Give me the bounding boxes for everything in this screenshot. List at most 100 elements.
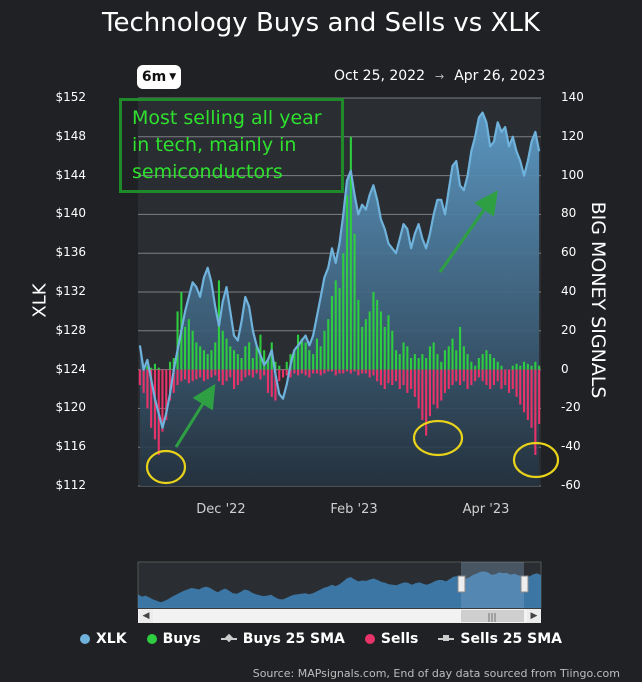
y-right-tick: 60 (561, 245, 577, 260)
sell-bar (259, 369, 262, 380)
sell-bar (477, 369, 480, 378)
sell-bar (504, 369, 507, 386)
date-to[interactable]: Apr 26, 2023 (454, 68, 546, 84)
sell-bar (530, 369, 533, 428)
sell-bar (304, 369, 307, 376)
sell-bar (481, 369, 484, 382)
sell-bar (297, 369, 300, 376)
navigator-window (461, 562, 524, 608)
buy-bar (530, 365, 533, 370)
sell-bar (169, 369, 172, 401)
buy-bar (406, 346, 409, 370)
sell-bar (150, 369, 153, 428)
annotation-line: Most selling all year (132, 107, 322, 129)
buy-bar (372, 292, 375, 370)
buy-bar (511, 365, 514, 370)
buy-bar (300, 338, 303, 370)
sell-bar (410, 369, 413, 389)
legend-item-sells-sma[interactable]: Sells 25 SMA (438, 631, 562, 647)
y-left-tick: $112 (55, 478, 86, 492)
sell-bar (361, 369, 364, 374)
buy-bar (202, 350, 205, 370)
legend-item-sells[interactable]: Sells (364, 631, 419, 647)
sell-bar (402, 369, 405, 386)
buy-bar (413, 354, 416, 370)
sell-bar (285, 369, 288, 376)
source-note: Source: MAPsignals.com, End of day data … (252, 667, 620, 680)
scroll-right-button[interactable]: ▶ (527, 609, 541, 623)
sell-bar (338, 369, 341, 374)
sell-bar (372, 369, 375, 376)
sell-bar (221, 369, 224, 386)
buy-bar (428, 346, 431, 370)
buy-bar (440, 361, 443, 370)
buy-bar (523, 361, 526, 370)
date-from[interactable]: Oct 25, 2022 (334, 68, 425, 84)
sell-bar (278, 369, 281, 382)
y-left-tick: $120 (55, 400, 86, 415)
y-axis-right-label: BIG MONEY SIGNALS (587, 201, 609, 399)
buy-bar (500, 365, 503, 370)
range-navigator[interactable]: ||| (137, 561, 542, 623)
sell-bar (282, 369, 285, 378)
buy-bar (342, 253, 345, 370)
legend-label: Sells (380, 631, 419, 647)
buy-bar (474, 365, 477, 370)
scrollbar-track (138, 609, 541, 623)
y-left-tick: $136 (55, 245, 86, 260)
buy-bar (353, 233, 356, 370)
buy-bar (319, 346, 322, 370)
line-diamond-icon (220, 638, 237, 640)
sell-bar (462, 369, 465, 382)
scroll-left-button[interactable]: ◀ (139, 609, 153, 623)
y-right-tick: 40 (561, 284, 577, 298)
sell-bar (217, 369, 220, 382)
sell-bar (195, 369, 198, 380)
buy-bar (285, 361, 288, 370)
y-left-tick: $132 (55, 284, 86, 298)
scrollbar-thumb (461, 610, 524, 622)
buy-bar (534, 361, 537, 370)
sell-bar (526, 369, 529, 420)
buy-bar (221, 330, 224, 370)
arrow-right-icon: → (435, 70, 445, 83)
legend-label: XLK (96, 631, 127, 647)
sell-bar (184, 369, 187, 380)
legend-item-buys[interactable]: Buys (146, 631, 201, 647)
buy-bar (195, 342, 198, 370)
sell-bar (214, 369, 217, 376)
buy-bar (255, 346, 258, 370)
buy-bar (398, 354, 401, 370)
buy-bar (169, 361, 172, 370)
sell-bar (225, 369, 228, 382)
buy-bar (323, 330, 326, 370)
buy-bar (274, 361, 277, 370)
y-left-tick: $148 (55, 128, 86, 143)
y-right-tick: 100 (561, 167, 584, 182)
buy-bar (153, 363, 156, 370)
sell-bar (240, 369, 243, 382)
sell-bar (289, 369, 292, 378)
buy-bar (451, 338, 454, 370)
legend-item-buys-sma[interactable]: Buys 25 SMA (220, 631, 345, 647)
buy-bar (519, 365, 522, 370)
buy-bar (236, 354, 239, 370)
buy-bar (338, 288, 341, 370)
chart-title: Technology Buys and Sells vs XLK (102, 8, 540, 38)
highlight-circle (412, 419, 464, 457)
chevron-down-icon: ▼ (169, 72, 177, 82)
sell-bar (398, 369, 401, 389)
buy-bar (489, 354, 492, 370)
sell-bar (251, 369, 254, 378)
legend-item-xlk[interactable]: XLK (80, 631, 127, 647)
buy-bar (432, 342, 435, 370)
buy-bar (157, 367, 160, 370)
y-left-tick: $140 (55, 206, 86, 221)
y-left-tick: $124 (55, 361, 86, 376)
buy-bar (187, 319, 190, 370)
buy-bar (402, 342, 405, 370)
annotation-line: in tech, mainly in (132, 134, 297, 156)
range-selector-button[interactable]: 6m ▼ (137, 65, 181, 89)
buy-bar (327, 319, 330, 370)
sell-bar (202, 369, 205, 382)
